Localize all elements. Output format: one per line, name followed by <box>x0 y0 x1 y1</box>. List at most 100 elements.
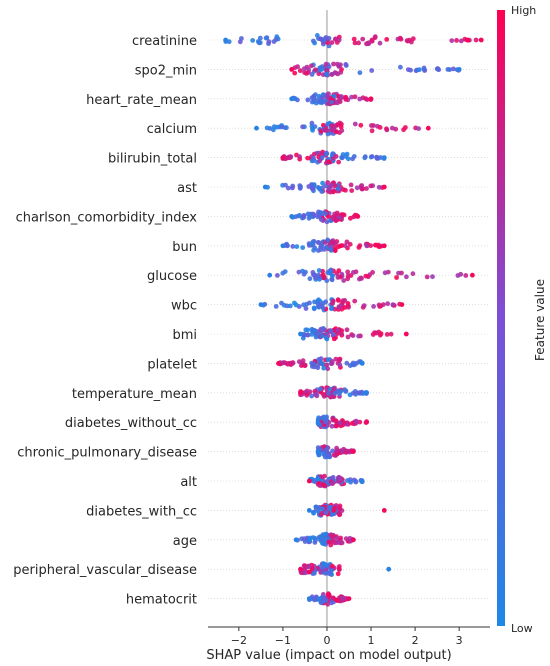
shap-point <box>328 394 333 400</box>
feature-label: hematocrit <box>126 593 197 608</box>
shap-point <box>311 328 317 333</box>
shap-point <box>334 271 340 276</box>
shap-point <box>294 244 300 250</box>
shap-point <box>330 189 336 195</box>
shap-point <box>304 71 309 76</box>
feature-label: spo2_min <box>135 63 197 78</box>
shap-point <box>311 510 316 516</box>
shap-point <box>336 304 342 310</box>
shap-point <box>306 478 312 484</box>
shap-point <box>321 599 327 604</box>
shap-point <box>372 34 378 40</box>
shap-point <box>320 482 326 487</box>
shap-point <box>346 596 352 601</box>
shap-point <box>306 569 312 575</box>
shap-point <box>309 364 315 369</box>
shap-point <box>334 535 339 541</box>
shap-point <box>339 94 344 99</box>
shap-point <box>351 537 356 543</box>
shap-point <box>424 274 430 280</box>
shap-point <box>403 331 409 337</box>
shap-point <box>339 331 344 337</box>
shap-point <box>314 33 320 38</box>
shap-point <box>298 331 303 337</box>
shap-point <box>300 124 305 130</box>
shap-point <box>306 508 312 513</box>
shap-point <box>326 391 331 396</box>
shap-point <box>319 151 325 157</box>
shap-point <box>301 332 307 338</box>
shap-point <box>290 185 295 191</box>
x-tick-label: 0 <box>323 634 330 647</box>
shap-point <box>290 244 296 249</box>
shap-point <box>350 333 356 338</box>
shap-point <box>339 128 345 134</box>
shap-point <box>325 180 331 185</box>
shap-point <box>325 366 331 372</box>
shap-point <box>343 450 349 455</box>
shap-point <box>359 186 365 192</box>
shap-point <box>337 598 343 604</box>
shap-point <box>338 124 344 130</box>
colorbar: High Low Feature value <box>497 4 547 635</box>
shap-point <box>455 273 461 278</box>
data-points <box>223 33 484 607</box>
shap-point <box>313 67 318 73</box>
shap-point <box>323 419 329 425</box>
shap-point <box>331 332 336 338</box>
shap-point <box>329 71 335 77</box>
shap-point <box>264 125 270 131</box>
shap-point <box>373 242 378 248</box>
shap-point <box>334 445 339 451</box>
shap-point <box>329 600 334 606</box>
shap-point <box>447 67 453 72</box>
shap-point <box>350 270 356 275</box>
shap-point <box>330 475 336 480</box>
shap-point <box>322 240 328 245</box>
shap-point <box>370 332 376 337</box>
feature-label: calcium <box>147 122 197 137</box>
shap-point <box>352 298 358 304</box>
shap-point <box>301 213 307 218</box>
shap-point <box>263 35 269 41</box>
shap-point <box>319 64 325 69</box>
shap-point <box>357 419 363 425</box>
shap-point <box>262 301 268 307</box>
shap-point <box>345 273 351 279</box>
shap-point <box>316 415 321 421</box>
feature-label: ast <box>177 181 197 196</box>
shap-point <box>354 185 360 191</box>
shap-point <box>377 125 383 130</box>
shap-point <box>321 393 327 399</box>
shap-point <box>305 211 311 217</box>
shap-point <box>329 563 335 569</box>
shap-point <box>364 186 369 191</box>
shap-point <box>338 540 344 545</box>
shap-point <box>318 512 324 517</box>
shap-point <box>352 94 358 100</box>
x-ticks: −2 −1 0 1 2 3 <box>231 627 463 647</box>
shap-point <box>254 125 259 131</box>
shap-point <box>330 448 335 454</box>
shap-point <box>377 40 383 46</box>
shap-point <box>416 126 421 131</box>
shap-point <box>317 185 322 191</box>
shap-point <box>398 36 404 42</box>
shap-point <box>311 212 317 217</box>
shap-point <box>369 128 375 134</box>
shap-point <box>315 214 321 220</box>
shap-point <box>347 392 353 398</box>
feature-labels: creatinine spo2_min heart_rate_meancalcium… <box>13 34 197 608</box>
x-tick-label: 3 <box>456 634 463 647</box>
shap-point <box>322 38 327 43</box>
shap-point <box>316 304 322 310</box>
shap-point <box>320 305 326 311</box>
shap-point <box>297 68 303 74</box>
shap-point <box>312 124 318 129</box>
shap-point <box>332 390 338 396</box>
colorbar-title: Feature value <box>533 279 547 361</box>
shap-point <box>325 592 331 597</box>
shap-point <box>357 70 363 76</box>
shap-point <box>323 299 329 305</box>
feature-label: age <box>173 534 197 549</box>
